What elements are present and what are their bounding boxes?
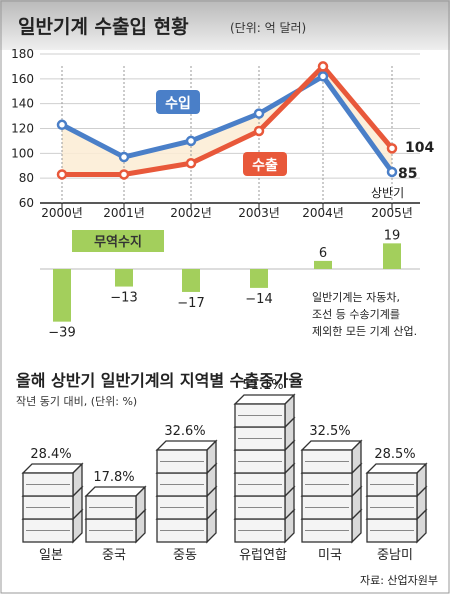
trade-balance-title-box	[72, 230, 164, 252]
legend-import-swatch	[156, 90, 200, 114]
regional-subtitle: 작년 동기 대비, (단위: %)	[16, 395, 137, 408]
x-tick-label: 2004년	[302, 206, 344, 220]
region-bar: 17.8% 중국	[84, 470, 147, 563]
x-tick-label: 2002년	[170, 206, 212, 220]
y-tick-label: 140	[11, 97, 34, 111]
region-value-label: 32.6%	[164, 424, 205, 439]
region-value-label: 32.5%	[309, 424, 350, 439]
trade-balance-bar	[115, 269, 133, 287]
y-tick-label: 100	[11, 146, 34, 160]
import-last-value: 85	[398, 166, 417, 182]
trade-balance-bar	[250, 269, 268, 288]
trade-balance-value: −14	[245, 292, 272, 307]
region-category-label: 중남미	[377, 548, 413, 563]
export-point	[185, 158, 197, 169]
series-line-export	[62, 63, 394, 177]
region-bar: 51.1% 유럽연합	[233, 378, 296, 563]
trade-balance-value: −13	[110, 291, 137, 306]
note: 일반기계는 자동차, 조선 등 수송기계를 제외한 모든 기계 산업.	[312, 290, 417, 338]
y-tick-labels: 60 80 100 120 140 160 180	[11, 47, 34, 210]
region-value-label: 28.4%	[30, 447, 71, 462]
import-point	[386, 166, 398, 178]
page-title: 일반기계 수출입 현황	[18, 15, 189, 38]
region-value-label: 51.1%	[242, 378, 283, 393]
crate	[84, 485, 147, 521]
import-point	[185, 135, 197, 147]
import-point	[317, 71, 329, 82]
export-point	[317, 61, 329, 72]
regional-bars: 28.4% 일본 17.8% 중국 32.6% 중동 51.1% 유럽연합 32.5% 미국 28.…	[21, 378, 428, 563]
trade-balance-value: −17	[177, 296, 204, 311]
region-category-label: 일본	[39, 548, 63, 563]
y-tick-label: 60	[19, 196, 34, 210]
x-tick-label: 2003년	[238, 206, 280, 220]
region-category-label: 중동	[173, 548, 197, 563]
trade-balance-bars: −39 −13 −17 −14 6 19	[40, 228, 420, 341]
line-chart-grid	[40, 53, 420, 204]
trade-balance-bar	[53, 269, 71, 322]
trade-balance-bar	[383, 243, 401, 269]
region-bar: 32.6% 중동	[155, 424, 218, 563]
crate	[300, 439, 363, 475]
crate	[155, 439, 218, 475]
unit-label: (단위: 억 달러)	[230, 21, 306, 35]
crate	[365, 462, 428, 498]
crate	[21, 462, 84, 498]
export-point	[56, 169, 68, 180]
trade-balance-value: 19	[384, 228, 401, 243]
gap-area	[62, 66, 392, 175]
half-year-annotation: 상반기	[371, 186, 404, 200]
trade-balance-title: 무역수지	[94, 234, 142, 250]
export-point	[386, 143, 398, 154]
header-band	[0, 0, 450, 50]
region-bar: 28.4% 일본	[21, 447, 84, 563]
region-bar: 32.5% 미국	[300, 424, 363, 563]
crate	[233, 393, 296, 429]
x-tick-label: 2000년	[41, 206, 83, 220]
import-point	[253, 108, 265, 119]
export-point	[118, 169, 130, 180]
x-tick-label: 2005년	[371, 206, 413, 220]
import-point	[56, 119, 68, 131]
legend-export: 수출	[243, 152, 287, 176]
region-value-label: 17.8%	[93, 470, 134, 485]
series-points	[56, 61, 398, 180]
source-label: 자료: 산업자원부	[360, 574, 438, 587]
x-tick-labels: 2000년 2001년 2002년 2003년 2004년 2005년	[41, 203, 413, 220]
series-line-import	[60, 73, 395, 174]
legend-export-swatch	[243, 152, 287, 176]
export-last-value: 104	[405, 140, 434, 156]
legend-export-label: 수출	[252, 157, 278, 174]
y-tick-label: 120	[11, 122, 34, 136]
y-tick-label: 180	[11, 47, 34, 61]
y-tick-label: 160	[11, 72, 34, 86]
note-line-1: 일반기계는 자동차,	[312, 290, 400, 304]
region-category-label: 미국	[318, 548, 342, 563]
trade-balance-bar	[182, 269, 200, 292]
export-point	[253, 125, 265, 137]
trade-balance-bar	[314, 260, 332, 269]
trade-balance-value: 6	[319, 246, 327, 261]
region-category-label: 중국	[102, 548, 126, 563]
regional-title: 올해 상반기 일반기계의 지역별 수출증가율	[16, 371, 304, 390]
region-bar: 28.5% 중남미	[365, 447, 428, 563]
note-line-2: 조선 등 수송기계를	[312, 308, 400, 321]
note-line-3: 제외한 모든 기계 산업.	[312, 325, 417, 338]
x-tick-label: 2001년	[103, 206, 145, 220]
region-category-label: 유럽연합	[239, 548, 287, 563]
y-tick-label: 80	[19, 171, 34, 185]
trade-balance-value: −39	[48, 326, 75, 341]
legend-import: 수입	[156, 90, 200, 114]
import-point	[118, 151, 130, 163]
region-value-label: 28.5%	[374, 447, 415, 462]
legend-import-label: 수입	[165, 96, 191, 112]
